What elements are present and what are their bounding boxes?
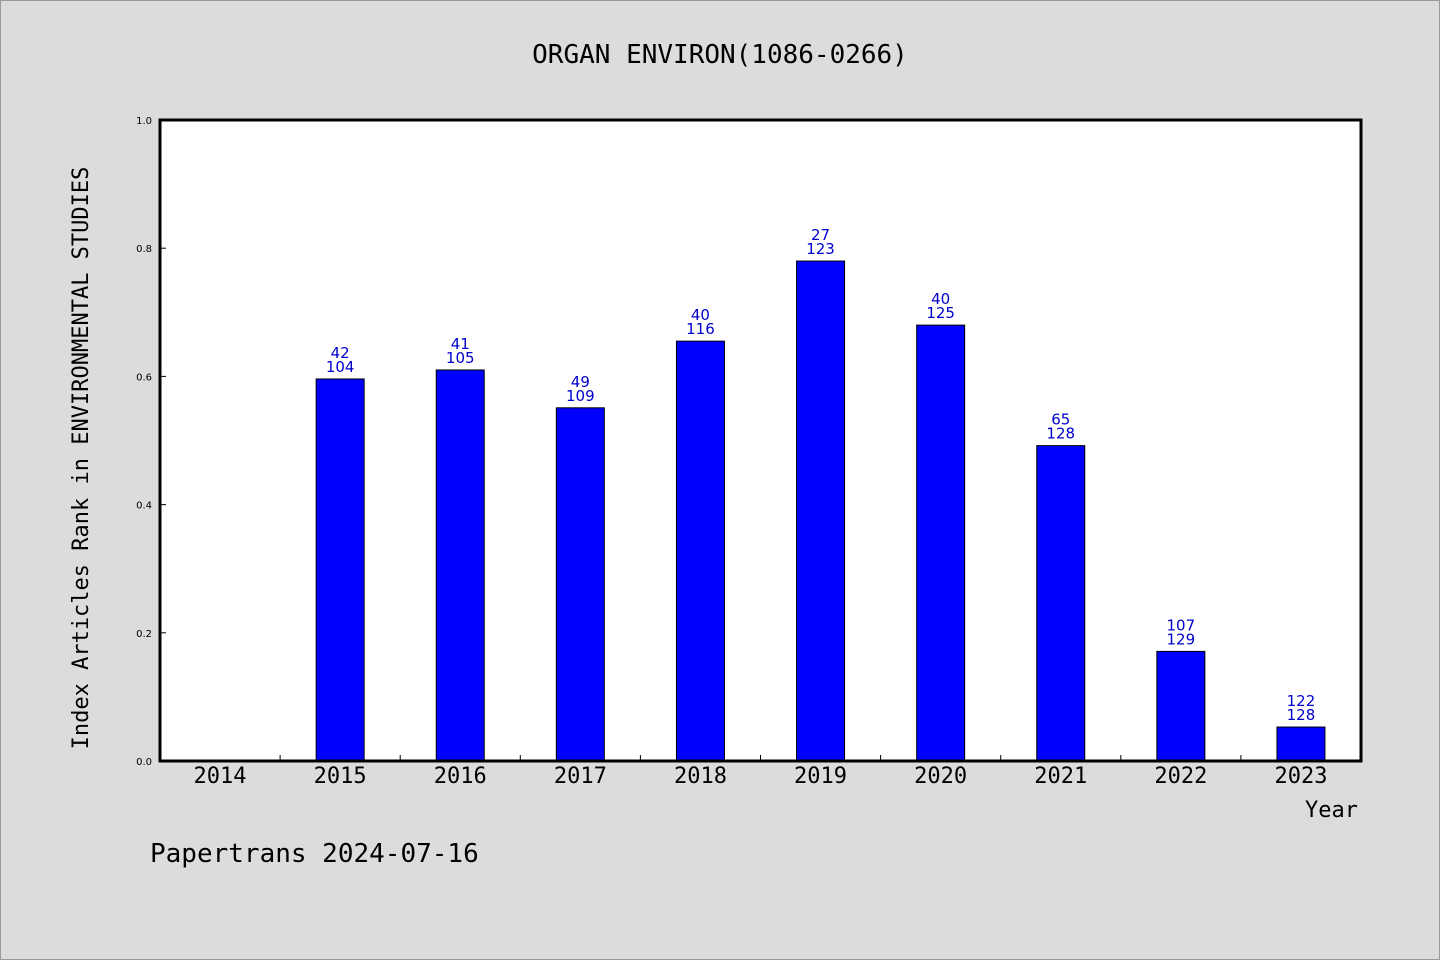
bar-2022 [1156, 650, 1206, 762]
y-tick-label-0.4: 0.4 [136, 501, 152, 512]
bar-2020 [916, 324, 966, 762]
y-axis: 0.0 0.2 0.4 0.6 0.8 1.0 [136, 116, 166, 768]
x-tick-label-2022: 2022 [1154, 764, 1207, 789]
x-tick-label-2014: 2014 [194, 764, 247, 789]
x-tick-label-2017: 2017 [554, 764, 607, 789]
bar-2021 [1036, 445, 1086, 762]
bar-label-rank-2016: 41 [451, 335, 470, 353]
bar-label-total-2020: 125 [926, 304, 955, 322]
x-tick-label-2015: 2015 [314, 764, 367, 789]
bar-2018 [675, 340, 725, 762]
bar-2019 [796, 260, 846, 762]
bar-label-rank-2018: 40 [691, 306, 710, 324]
bar-label-total-2016: 105 [446, 349, 475, 367]
bar-label-total-2023: 128 [1287, 706, 1316, 724]
x-axis-label: Year [1305, 798, 1358, 823]
x-tick-label-2016: 2016 [434, 764, 487, 789]
bar-label-total-2015: 104 [326, 358, 355, 376]
x-axis: 2014 2015 2016 2017 2018 2019 2020 2021 2022 2023 [194, 755, 1327, 789]
y-tick-label-0.0: 0.0 [136, 757, 152, 768]
x-tick-label-2020: 2020 [914, 764, 967, 789]
x-tick-label-2021: 2021 [1034, 764, 1087, 789]
bar-label-total-2022: 129 [1167, 630, 1196, 648]
y-tick-label-0.8: 0.8 [136, 244, 152, 255]
y-tick-label-0.2: 0.2 [136, 629, 152, 640]
bar-2017 [555, 407, 605, 762]
bar-label-total-2019: 123 [806, 240, 835, 258]
bar-label-total-2017: 109 [566, 387, 595, 405]
y-tick-label-0.6: 0.6 [136, 372, 152, 383]
y-axis-label: Index Articles Rank in ENVIRONMENTAL STU… [69, 167, 94, 750]
chart-title: ORGAN ENVIRON(1086-0266) [532, 40, 908, 70]
bar-2015 [315, 378, 365, 762]
bar-label-rank-2022: 107 [1167, 616, 1196, 634]
plot-border [158, 118, 1363, 763]
y-tick-label-1.0: 1.0 [136, 116, 152, 127]
bar-label-total-2021: 128 [1046, 425, 1075, 443]
bar-label-rank-2021: 65 [1051, 411, 1070, 429]
x-tick-label-2018: 2018 [674, 764, 727, 789]
bars-layer [315, 260, 1326, 762]
bar-label-rank-2017: 49 [571, 373, 590, 391]
bar-label-rank-2015: 42 [331, 344, 350, 362]
bar-label-rank-2019: 27 [811, 226, 830, 244]
bar-label-rank-2023: 122 [1287, 692, 1316, 710]
x-tick-label-2023: 2023 [1274, 764, 1327, 789]
x-tick-label-2019: 2019 [794, 764, 847, 789]
bar-2016 [435, 369, 485, 762]
bar-label-rank-2020: 40 [931, 290, 950, 308]
bar-2023 [1276, 726, 1326, 762]
bar-label-total-2018: 116 [686, 320, 715, 338]
bar-labels-layer: 4210441105491094011627123401256512810712… [326, 226, 1315, 724]
footer-credit: Papertrans 2024-07-16 [150, 839, 479, 869]
